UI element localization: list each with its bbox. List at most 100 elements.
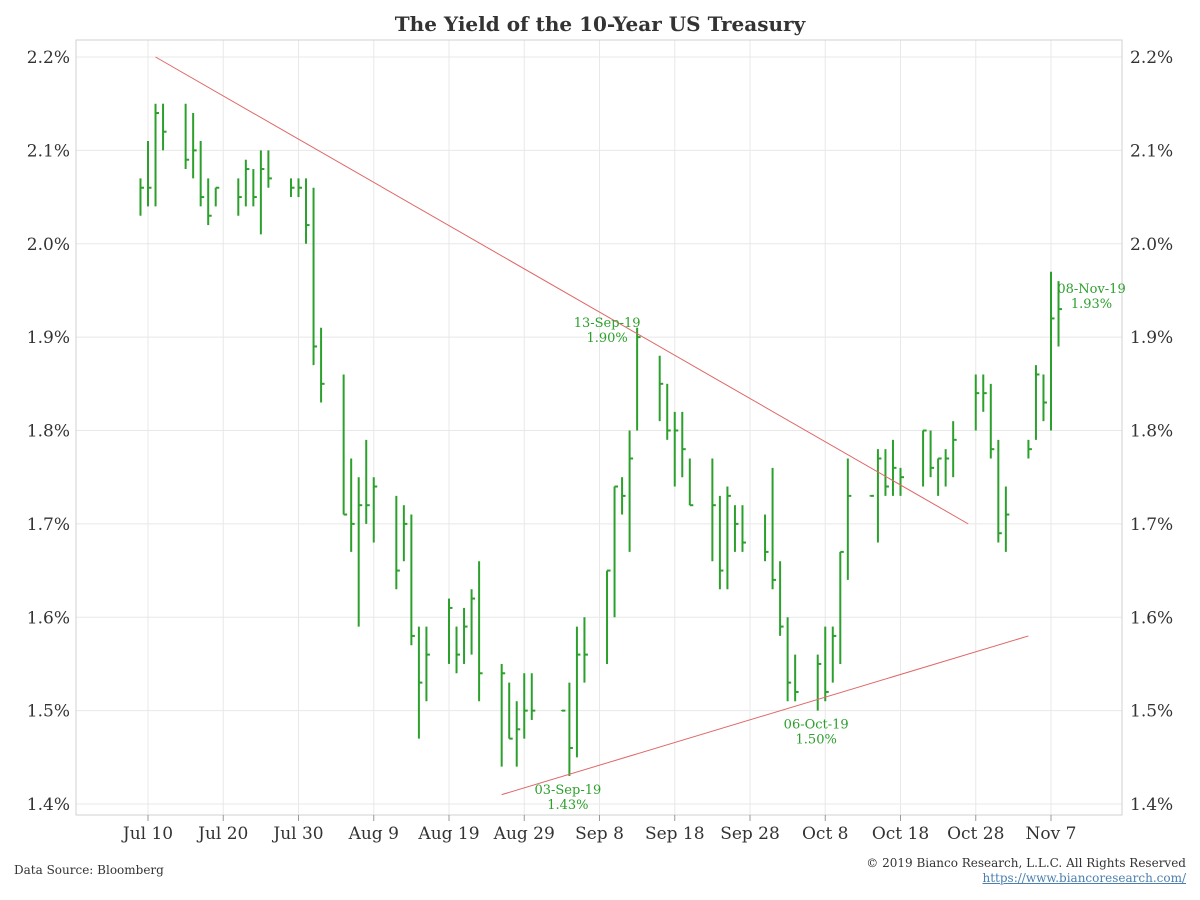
ohlc-bar — [989, 383, 995, 459]
annotation-label: 1.43% — [547, 798, 588, 813]
trend-lines — [155, 56, 1029, 796]
annotation-label: 03-Sep-19 — [534, 783, 601, 798]
chart-title: The Yield of the 10-Year US Treasury — [394, 12, 806, 36]
ohlc-bar — [869, 494, 874, 497]
ohlc-bar — [402, 505, 408, 562]
ohlc-bar — [621, 477, 626, 515]
ohlc-bars — [139, 103, 1063, 776]
annotation-label: 13-Sep-19 — [574, 316, 641, 331]
ohlc-bar — [786, 617, 792, 702]
ohlc-bar — [244, 159, 250, 207]
website-link[interactable]: https://www.biancoresearch.com/ — [982, 871, 1186, 885]
ohlc-bar — [764, 514, 769, 562]
x-tick-label: Aug 29 — [493, 824, 555, 844]
y-tick-label-left: 1.7% — [27, 515, 70, 535]
ohlc-bar — [199, 141, 205, 207]
gridlines — [76, 40, 1122, 815]
ohlc-bar — [1050, 271, 1055, 431]
data-source-label: Data Source: Bloomberg — [14, 863, 164, 877]
annotation-label: 1.90% — [586, 331, 627, 346]
annotations: 13-Sep-191.90% 03-Sep-191.43% 06-Oct-191.5… — [534, 282, 1125, 813]
ohlc-bar — [1027, 439, 1032, 459]
ohlc-bar — [824, 626, 829, 702]
y-tick-label-left: 2.0% — [27, 235, 70, 255]
ohlc-bar — [425, 626, 430, 702]
x-tick-label: Aug 9 — [348, 824, 399, 844]
ohlc-bar — [530, 673, 536, 720]
x-tick-label: Sep 28 — [720, 824, 780, 844]
y-tick-label-right: 1.8% — [1130, 422, 1173, 442]
ohlc-bar — [252, 169, 257, 207]
ohlc-bar — [636, 327, 641, 431]
ohlc-bar — [342, 374, 348, 516]
x-tick-label: Oct 18 — [872, 824, 929, 844]
y-tick-label-left: 1.5% — [27, 702, 70, 722]
ohlc-bar — [726, 486, 731, 590]
ohlc-bar — [658, 355, 664, 422]
ohlc-bar — [372, 477, 378, 543]
ohlc-bar — [289, 178, 295, 198]
ohlc-bar — [162, 103, 167, 151]
copyright-label: © 2019 Bianco Research, L.L.C. All Right… — [866, 856, 1186, 870]
ohlc-bar — [997, 439, 1002, 543]
ohlc-bar — [478, 561, 483, 702]
annotation-label: 1.50% — [796, 733, 837, 748]
ohlc-bar — [455, 626, 461, 674]
ohlc-bar — [470, 589, 476, 655]
ohlc-bar — [312, 187, 318, 366]
y-tick-label-left: 2.2% — [27, 48, 70, 68]
x-tick-label: Jul 10 — [121, 824, 173, 844]
ohlc-bar — [929, 430, 935, 478]
ohlc-bar — [711, 458, 716, 562]
ohlc-bar — [733, 505, 739, 552]
ohlc-bar — [1057, 281, 1063, 347]
x-tick-label: Jul 20 — [196, 824, 248, 844]
ohlc-bar — [952, 421, 957, 478]
ohlc-bar — [357, 477, 363, 627]
ohlc-bar — [267, 150, 272, 188]
ohlc-bar — [1004, 486, 1010, 552]
ohlc-bar — [297, 178, 302, 198]
ohlc-bar — [718, 495, 724, 590]
trend-line — [501, 635, 1029, 796]
ohlc-bar — [448, 598, 453, 664]
ohlc-bar — [350, 458, 355, 552]
ohlc-bar — [831, 626, 837, 683]
ohlc-bar — [688, 458, 694, 507]
y-tick-label-right: 1.5% — [1130, 702, 1173, 722]
ohlc-bar — [628, 430, 634, 552]
ohlc-bar — [944, 449, 950, 487]
x-tick-label: Oct 8 — [802, 824, 849, 844]
annotation-label: 1.93% — [1071, 297, 1112, 312]
trend-line — [155, 56, 969, 525]
ohlc-bar — [154, 103, 160, 207]
ohlc-bar — [214, 186, 220, 207]
ohlc-bar — [500, 663, 506, 767]
y-tick-label-left: 1.4% — [27, 795, 70, 815]
ohlc-bar — [846, 458, 852, 580]
ohlc-bar — [147, 141, 152, 207]
ohlc-bar — [982, 374, 987, 412]
ohlc-bar — [613, 485, 619, 618]
ohlc-bar — [523, 673, 528, 739]
ohlc-bar — [816, 654, 822, 711]
y-tick-label-left: 2.1% — [27, 141, 70, 161]
ohlc-bar — [139, 178, 144, 216]
y-tick-label-right: 1.7% — [1130, 515, 1173, 535]
annotation-label: 08-Nov-19 — [1057, 282, 1125, 297]
ohlc-bar — [974, 374, 980, 431]
ohlc-bar — [681, 411, 686, 478]
y-tick-label-right: 2.2% — [1130, 48, 1173, 68]
x-tick-label: Nov 7 — [1026, 824, 1077, 844]
ohlc-bar — [771, 467, 777, 590]
ohlc-bar — [560, 709, 566, 712]
ohlc-bar — [666, 383, 671, 440]
ohlc-bar — [899, 467, 904, 496]
ohlc-bar — [463, 607, 468, 664]
ohlc-bar — [876, 449, 882, 543]
ohlc-bar — [192, 113, 197, 179]
x-tick-label: Jul 30 — [271, 824, 323, 844]
ohlc-bar — [575, 626, 581, 758]
ohlc-bar — [606, 569, 611, 664]
ohlc-bar — [259, 150, 265, 235]
